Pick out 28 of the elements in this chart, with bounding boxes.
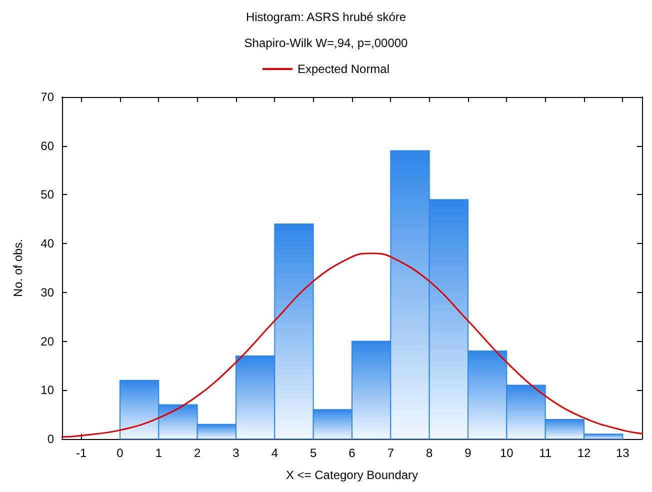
x-axis-title: X <= Category Boundary <box>286 468 418 482</box>
y-tick-label: 30 <box>40 285 54 300</box>
x-tick-label: 6 <box>348 446 356 460</box>
y-tick-label: 50 <box>40 188 54 202</box>
y-tick-label: 70 <box>40 90 54 104</box>
y-tick-label: 40 <box>40 236 54 251</box>
x-tick-label: 9 <box>464 446 472 460</box>
chart-subtitle: Shapiro-Wilk W=,94, p=,00000 <box>244 36 408 50</box>
x-tick-label: 0 <box>116 446 124 460</box>
x-tick-label: 13 <box>616 446 630 460</box>
y-axis-title: No. of obs. <box>11 238 25 298</box>
x-tick-label: 5 <box>310 446 317 460</box>
chart-title: Histogram: ASRS hrubé skóre <box>246 10 406 24</box>
x-tick-label: 10 <box>500 446 514 460</box>
y-tick-label: 20 <box>40 334 54 348</box>
x-tick-label: 4 <box>271 446 278 460</box>
y-tick-label: 0 <box>47 432 54 446</box>
x-tick-label: 12 <box>577 446 591 460</box>
y-tick-label: 60 <box>40 138 54 153</box>
x-tick-label: 2 <box>194 446 201 460</box>
x-tick-label: 7 <box>387 446 394 460</box>
y-tick-label: 10 <box>40 383 54 398</box>
x-tick-label: -1 <box>76 446 87 460</box>
x-tick-label: 11 <box>539 446 552 460</box>
x-tick-label: 3 <box>232 446 240 460</box>
x-tick-label: 8 <box>426 446 433 460</box>
legend-label: Expected Normal <box>297 62 390 76</box>
x-tick-label: 1 <box>155 446 162 460</box>
